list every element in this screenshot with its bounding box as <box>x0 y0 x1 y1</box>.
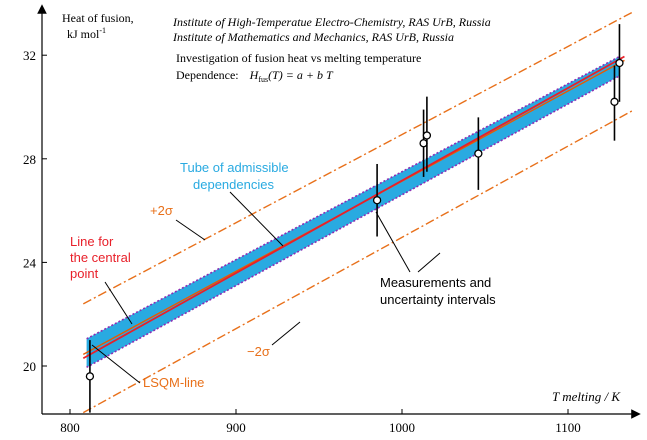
measurement-point-4 <box>474 149 483 158</box>
leader-central <box>104 281 133 325</box>
dependence-formula: Dependence: Hfus(T) = a + b T <box>176 68 334 84</box>
measurement-points <box>85 24 624 413</box>
tube-label-line2: dependencies <box>193 177 274 192</box>
measurement-point-5 <box>610 97 619 106</box>
measurements-label-line1: Measurements and <box>380 275 491 290</box>
y-tick-label-20: 20 <box>23 359 36 374</box>
y-tick-label-24: 24 <box>23 255 37 270</box>
y-axis-unit-text: kJ mol <box>67 27 100 41</box>
x-axis-label: T melting / K <box>552 389 621 404</box>
central-label-line1: Line for <box>70 234 114 249</box>
plus-2sigma-line <box>82 10 635 305</box>
tube-label-line1: Tube of admissible <box>180 160 289 175</box>
plus-2sigma-label: +2σ <box>150 203 173 218</box>
formula-sub: fus <box>258 75 268 84</box>
chart-title: Investigation of fusion heat vs melting … <box>176 51 421 65</box>
leader-tube <box>229 191 284 247</box>
fit-lines <box>82 55 625 360</box>
formula-rhs: (T) = a + b T <box>268 68 334 82</box>
measurement-point-0 <box>85 372 95 381</box>
institute-2: Institute of Mathematics and Mechanics, … <box>172 30 454 44</box>
leader-lsqm <box>91 344 141 384</box>
x-tick-label-900: 900 <box>226 420 246 435</box>
leader-plus-sigma <box>175 219 206 241</box>
measurement-point-3 <box>422 131 432 140</box>
leader-measure-1 <box>375 211 411 273</box>
y-axis-unit-sup: -1 <box>99 26 106 35</box>
measurements-label-line2: uncertainty intervals <box>380 292 496 307</box>
measurement-point-2 <box>419 139 428 148</box>
leader-measure-2 <box>417 252 441 273</box>
tube-lower-border <box>86 75 620 368</box>
y-tick-label-28: 28 <box>23 152 36 167</box>
x-tick-label-1000: 1000 <box>389 420 415 435</box>
central-point-line <box>82 55 625 360</box>
tube-upper-border <box>86 55 620 340</box>
dependence-label: Dependence: <box>176 68 239 82</box>
lsqm-label: LSQM-line <box>143 375 204 390</box>
formula-h: H <box>249 68 260 82</box>
axis-ticks: 800 900 1000 1100 20 24 28 32 <box>23 48 581 435</box>
minus-2sigma-line <box>82 108 635 414</box>
y-tick-label-32: 32 <box>23 48 36 63</box>
annotation-leaders <box>91 191 441 384</box>
institute-1: Institute of High-Temperatue Electro-Che… <box>172 15 491 29</box>
y-axis-unit: kJ mol-1 <box>67 26 106 41</box>
measurement-point-1 <box>372 196 382 205</box>
x-tick-label-800: 800 <box>60 420 80 435</box>
central-label-line2: the central <box>70 250 131 265</box>
leader-minus-sigma <box>271 321 301 346</box>
sigma-lines <box>82 10 635 414</box>
measurement-point-6 <box>615 58 624 68</box>
minus-2sigma-label: −2σ <box>247 344 270 359</box>
x-tick-label-1100: 1100 <box>555 420 581 435</box>
y-axis-label: Heat of fusion, <box>62 11 134 25</box>
central-label-line3: point <box>70 266 99 281</box>
